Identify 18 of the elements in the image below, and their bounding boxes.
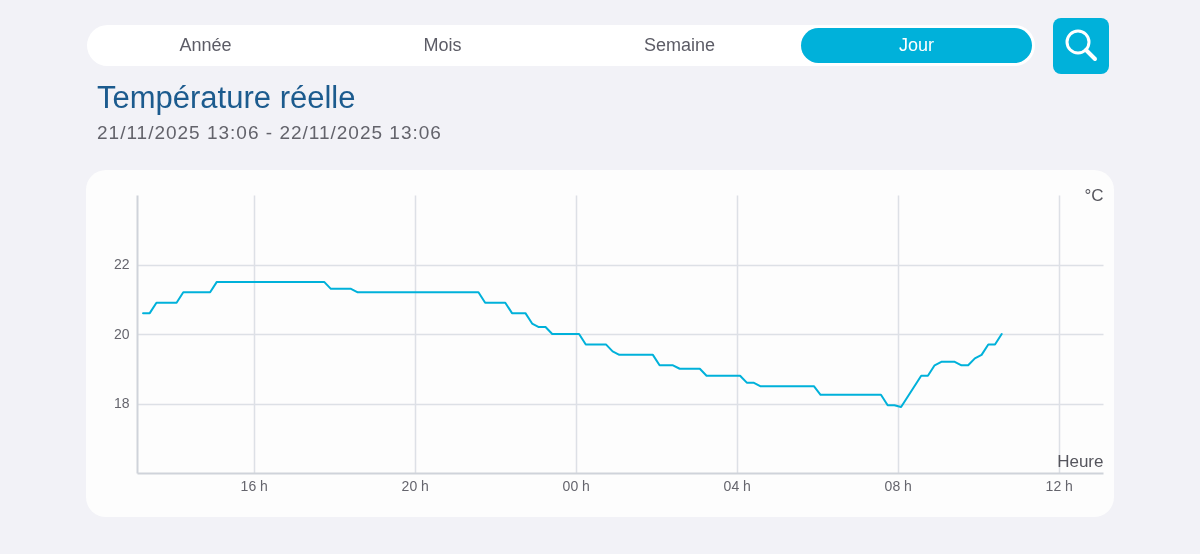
category-label: Semaine <box>564 28 795 63</box>
x-tick-label: 00 h <box>562 477 590 494</box>
line-series <box>142 280 1003 408</box>
x-tick-label: 12 h <box>1045 477 1073 494</box>
x-axis-title: Heure <box>1057 451 1104 471</box>
x-tick-label: 16 h <box>240 477 268 494</box>
y-tick-label: 18 <box>113 395 130 411</box>
x-tick-label: 20 h <box>401 477 429 494</box>
category-label: Jour <box>801 28 1032 63</box>
chart-title: Température réelle <box>97 80 356 116</box>
category-label: Mois <box>327 28 558 63</box>
chart-subtitle: 21/11/2025 13:06 - 22/11/2025 13:06 <box>97 122 442 144</box>
x-tick-label: 04 h <box>723 477 751 494</box>
y-tick-label: 22 <box>113 256 130 272</box>
y-axis-title: °C <box>1084 185 1104 205</box>
x-tick-label: 08 h <box>884 477 912 494</box>
category-label: Année <box>90 28 321 63</box>
y-tick-label: 20 <box>113 325 130 342</box>
